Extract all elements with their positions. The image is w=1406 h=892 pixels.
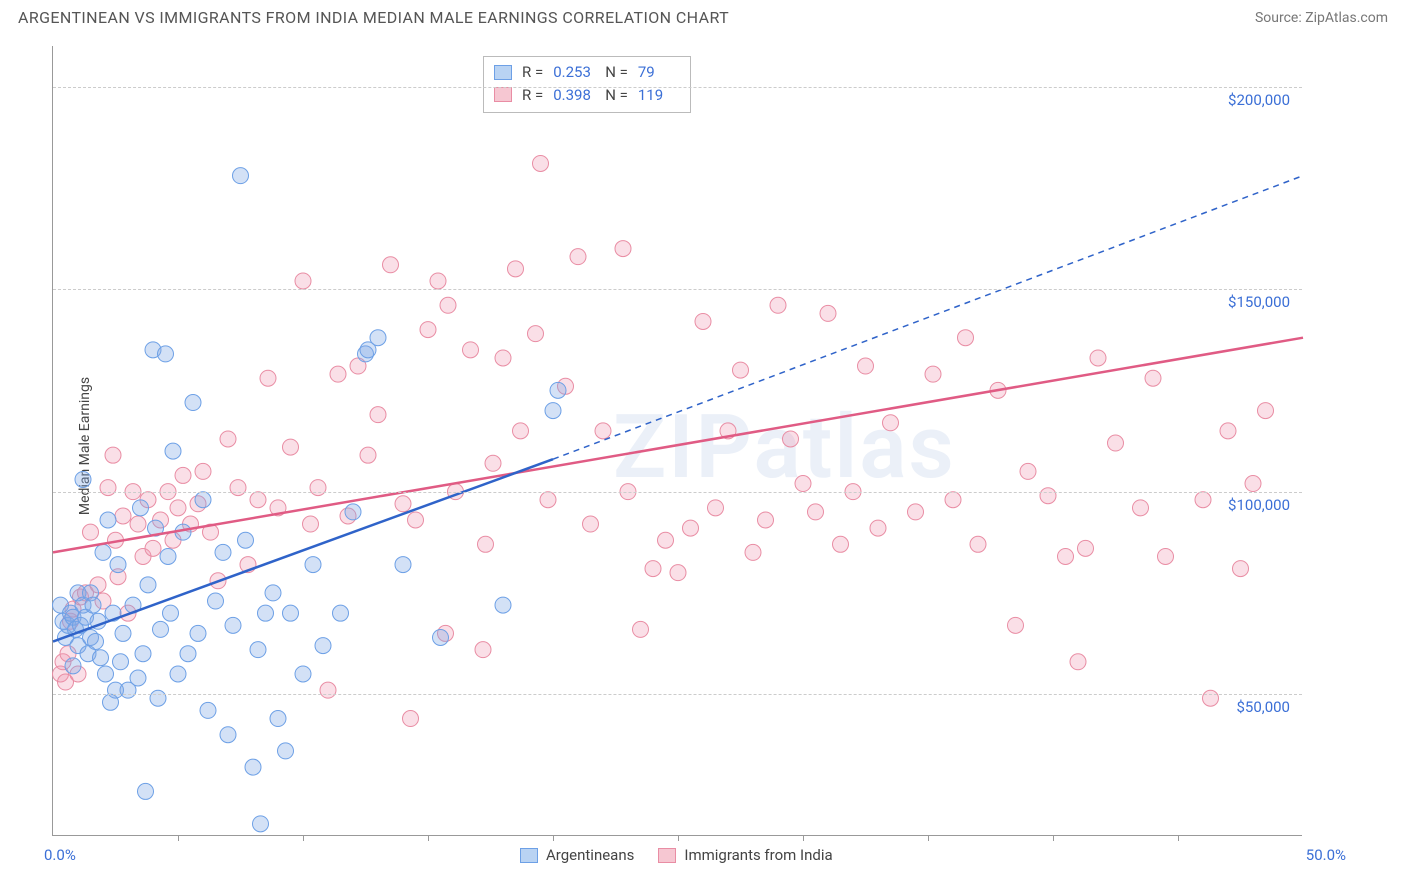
r-label: R = (522, 61, 543, 84)
y-tick-label: $200,000 (1228, 91, 1290, 109)
stats-row: R = 0.253 N = 79 (494, 61, 680, 84)
legend-label: Argentineans (546, 846, 634, 864)
r-value: 0.253 (553, 61, 595, 84)
x-end-label: 50.0% (1306, 846, 1346, 864)
chart-plot-area: ZIPatlas R = 0.253 N = 79 R = 0.398 N = … (52, 46, 1302, 836)
swatch-icon (494, 87, 512, 102)
y-tick-label: $150,000 (1228, 293, 1290, 311)
y-tick-label: $50,000 (1236, 698, 1290, 716)
legend-label: Immigrants from India (684, 846, 832, 864)
n-value: 79 (638, 61, 680, 84)
x-start-label: 0.0% (44, 846, 76, 864)
swatch-icon (658, 848, 676, 863)
stats-legend-box: R = 0.253 N = 79 R = 0.398 N = 119 (483, 56, 691, 113)
y-tick-label: $100,000 (1228, 496, 1290, 514)
swatch-icon (494, 65, 512, 80)
chart-title: ARGENTINEAN VS IMMIGRANTS FROM INDIA MED… (18, 8, 729, 27)
bottom-legend: Argentineans Immigrants from India (520, 846, 833, 864)
n-label: N = (605, 61, 628, 84)
legend-item: Argentineans (520, 846, 634, 864)
swatch-icon (520, 848, 538, 863)
scatter-svg (53, 46, 1302, 835)
chart-source: Source: ZipAtlas.com (1255, 10, 1388, 26)
legend-item: Immigrants from India (658, 846, 832, 864)
